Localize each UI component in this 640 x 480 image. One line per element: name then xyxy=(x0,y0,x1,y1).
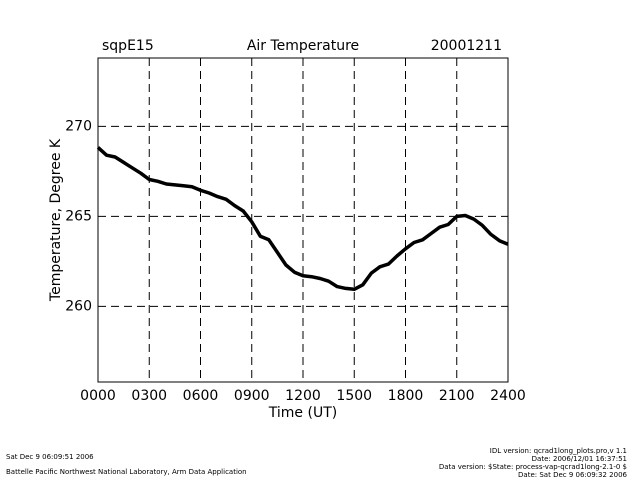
x-tick-label: 0000 xyxy=(80,388,116,404)
x-tick-label: 0900 xyxy=(234,388,270,404)
footer-text: Sat Dec 9 06:09:51 2006 xyxy=(6,453,94,461)
y-tick-label: 270 xyxy=(65,118,92,134)
footer-text: Date: Sat Dec 9 06:09:32 2006 xyxy=(518,471,627,479)
x-tick-label: 2400 xyxy=(490,388,526,404)
data-line xyxy=(96,146,509,292)
footer-text: Date: 2006/12/01 16:37:51 xyxy=(532,455,627,463)
x-tick-label: 2100 xyxy=(439,388,475,404)
footer-text: Data version: $State: process-vap-qcrad1… xyxy=(439,463,627,471)
date-label: 20001211 xyxy=(431,38,502,54)
x-tick-label: 1200 xyxy=(285,388,321,404)
y-tick-label: 265 xyxy=(65,208,92,224)
site-label: sqpE15 xyxy=(102,38,154,54)
y-axis-label: Temperature, Degree K xyxy=(48,138,64,302)
x-axis-label: Time (UT) xyxy=(268,405,337,421)
x-tick-label: 0600 xyxy=(183,388,219,404)
x-tick-label: 1500 xyxy=(336,388,372,404)
y-tick-label: 260 xyxy=(65,298,92,314)
x-tick-label: 0300 xyxy=(131,388,167,404)
footer-text: Battelle Pacific Northwest National Labo… xyxy=(6,468,247,476)
x-tick-label: 1800 xyxy=(388,388,424,404)
footer-text: IDL version: qcrad1long_plots.pro,v 1.1 xyxy=(490,447,627,455)
chart-title: Air Temperature xyxy=(247,38,359,54)
